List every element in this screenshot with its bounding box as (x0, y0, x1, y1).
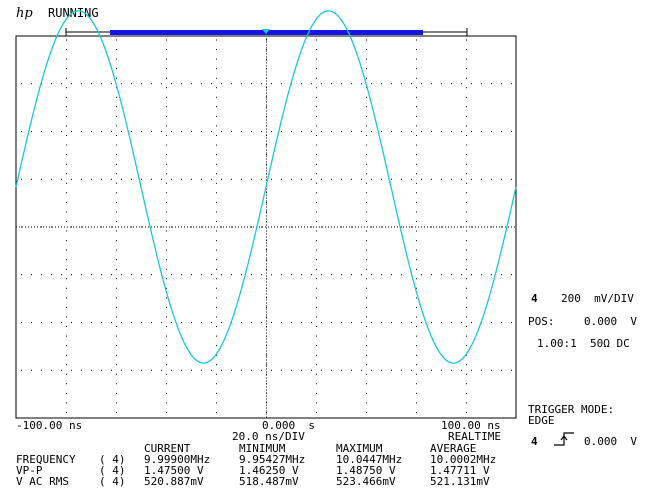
measurement-row-frequency[interactable]: FREQUENCY ( 4) 9.99900MHz 9.95427MHz 10.… (16, 454, 496, 465)
rising-edge-icon (554, 432, 574, 446)
measurement-name: VP-P (16, 464, 43, 477)
trigger-mode-value[interactable]: EDGE (528, 414, 555, 427)
trigger-channel[interactable]: 4 (531, 435, 538, 448)
measurement-channel: ( 4) (99, 453, 126, 466)
position-value[interactable]: 0.000 V (584, 315, 637, 328)
time-left-label: -100.00 ns (16, 419, 83, 432)
time-right-label: 100.00 ns (441, 419, 501, 432)
measurement-table: CURRENT MINIMUM MAXIMUM AVERAGE FREQUENC… (16, 443, 496, 487)
measurement-current: 1.47500 V (144, 464, 204, 477)
measurement-name: V AC RMS (16, 475, 69, 488)
position-label: POS: (528, 315, 555, 328)
acquisition-mode: REALTIME (448, 430, 501, 443)
channel-number[interactable]: 4 (531, 292, 538, 305)
hp-logo: hp (16, 6, 33, 21)
measurement-channel: ( 4) (99, 464, 126, 477)
header-average: AVERAGE (430, 442, 477, 455)
graticule-grid (16, 35, 515, 418)
header-minimum: MINIMUM (239, 442, 286, 455)
measurement-maximum: 10.0447MHz (336, 453, 403, 466)
trigger-mode-label: TRIGGER MODE: (528, 403, 615, 416)
measurement-row-vpp[interactable]: VP-P ( 4) 1.47500 V 1.46250 V 1.48750 V … (16, 465, 496, 476)
measurement-name: FREQUENCY (16, 453, 76, 466)
measurement-average: 521.131mV (430, 475, 490, 488)
measurement-header-row: CURRENT MINIMUM MAXIMUM AVERAGE (16, 443, 496, 454)
time-center-label: 0.000 s (262, 419, 315, 432)
timebase-label: 20.0 ns/DIV (232, 430, 305, 443)
header-maximum: MAXIMUM (336, 442, 383, 455)
measurement-average: 1.47711 V (430, 464, 490, 477)
measurement-minimum: 1.46250 V (239, 464, 299, 477)
measurement-current: 9.99900MHz (144, 453, 211, 466)
channel-scale[interactable]: 200 mV/DIV (561, 292, 634, 305)
waveform-trace (15, 10, 517, 364)
measurement-maximum: 1.48750 V (336, 464, 396, 477)
measurement-minimum: 9.95427MHz (239, 453, 306, 466)
probe-coupling[interactable]: 1.00:1 50Ω DC (537, 337, 630, 350)
trigger-level[interactable]: 0.000 V (584, 435, 637, 448)
measurement-row-vrms[interactable]: V AC RMS ( 4) 520.887mV 518.487mV 523.46… (16, 476, 496, 487)
measurement-average: 10.0002MHz (430, 453, 497, 466)
measurement-maximum: 523.466mV (336, 475, 396, 488)
header-current: CURRENT (144, 442, 191, 455)
measurement-minimum: 518.487mV (239, 475, 299, 488)
measurement-channel: ( 4) (99, 475, 126, 488)
memory-bar (65, 28, 468, 36)
measurement-current: 520.887mV (144, 475, 204, 488)
